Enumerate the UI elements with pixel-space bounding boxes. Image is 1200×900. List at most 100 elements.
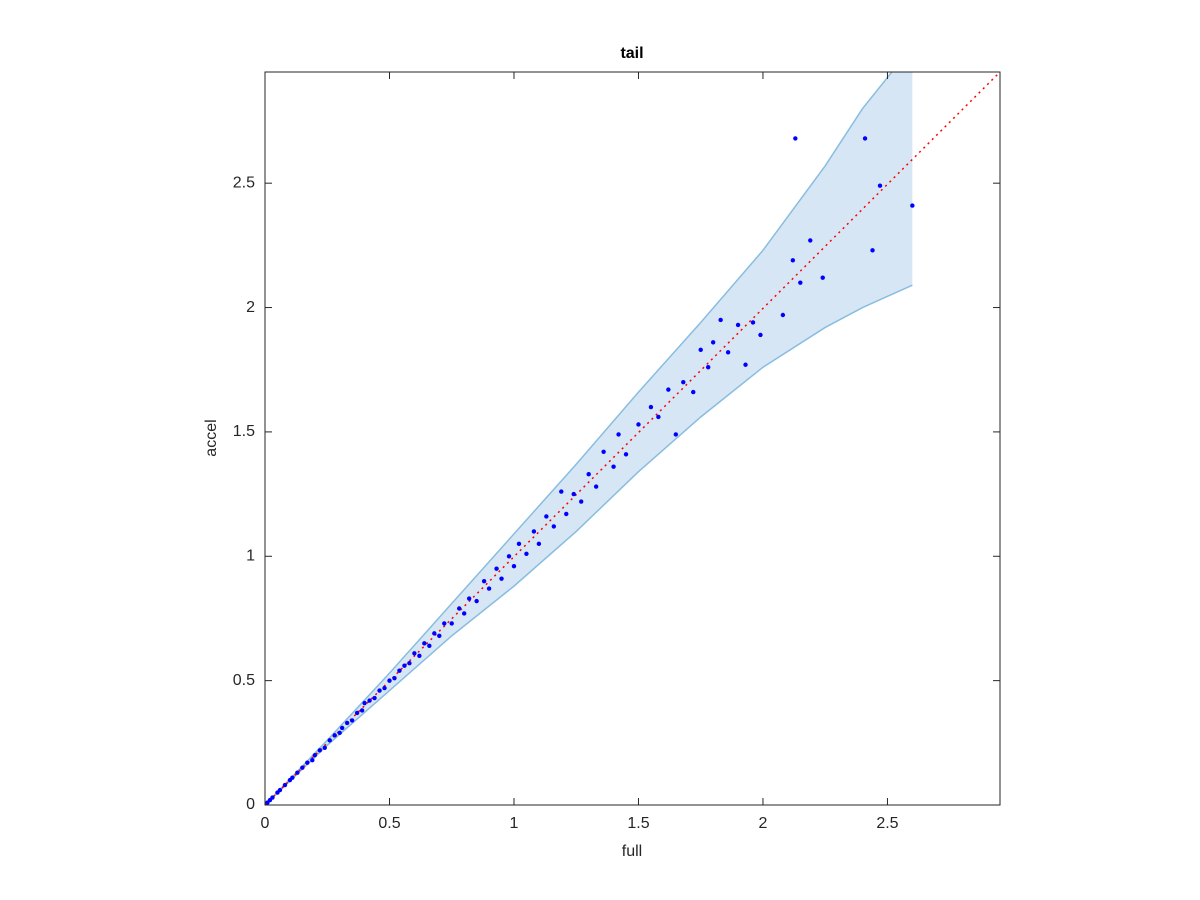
data-point xyxy=(402,663,407,668)
data-point xyxy=(820,275,825,280)
data-point xyxy=(327,738,332,743)
data-point xyxy=(681,379,686,385)
data-point xyxy=(332,733,337,738)
data-point xyxy=(524,551,529,556)
data-point xyxy=(392,675,397,681)
data-point xyxy=(648,404,654,410)
data-point xyxy=(750,320,756,325)
data-point xyxy=(344,720,350,726)
data-point xyxy=(666,387,671,392)
data-point xyxy=(616,432,621,437)
y-tick-label: 2 xyxy=(246,299,255,316)
data-point xyxy=(449,621,454,626)
data-point xyxy=(544,514,549,519)
data-point xyxy=(601,449,606,455)
data-point xyxy=(862,136,868,141)
x-tick-label: 0 xyxy=(261,815,270,832)
data-point xyxy=(571,491,576,497)
data-point xyxy=(623,452,629,457)
reference-line xyxy=(265,72,1000,805)
data-point xyxy=(305,760,310,765)
data-point xyxy=(310,758,315,763)
x-tick-label: 2 xyxy=(759,815,768,832)
data-point xyxy=(718,317,723,323)
data-point xyxy=(427,643,432,649)
data-point xyxy=(337,730,342,736)
data-point xyxy=(531,529,537,534)
data-point xyxy=(382,685,387,691)
data-point xyxy=(457,606,462,611)
data-point xyxy=(290,775,295,780)
data-point xyxy=(579,499,584,504)
data-point xyxy=(481,578,487,584)
data-point xyxy=(300,765,305,770)
x-tick-label: 2.5 xyxy=(876,815,898,832)
band-edge xyxy=(265,284,913,805)
data-point xyxy=(295,770,300,775)
confidence-band xyxy=(265,72,913,805)
data-point xyxy=(367,698,372,703)
data-point xyxy=(536,541,542,547)
y-tick-label: 0.5 xyxy=(233,672,255,689)
data-point xyxy=(636,422,641,427)
data-point xyxy=(516,541,522,547)
axes-box xyxy=(264,71,1001,806)
data-point xyxy=(698,347,703,353)
x-tick-label: 0.5 xyxy=(378,815,400,832)
plot-area xyxy=(265,72,1000,805)
data-point xyxy=(710,340,716,345)
data-point xyxy=(432,631,437,636)
data-point xyxy=(377,688,382,693)
data-point xyxy=(793,136,798,141)
y-tick-label: 0 xyxy=(246,796,255,813)
data-point xyxy=(758,332,763,338)
data-point xyxy=(499,576,504,581)
data-point xyxy=(387,678,392,683)
data-point xyxy=(442,621,447,626)
data-point xyxy=(790,258,796,263)
y-tick-label: 2.5 xyxy=(233,174,255,191)
data-point xyxy=(359,708,365,713)
x-tick-label: 1 xyxy=(510,815,519,832)
data-point xyxy=(349,718,355,723)
data-point xyxy=(322,745,327,750)
data-point xyxy=(466,596,472,601)
data-point xyxy=(397,668,402,673)
data-point xyxy=(725,350,731,355)
data-point xyxy=(282,782,288,788)
data-point xyxy=(808,238,813,243)
band-edge xyxy=(265,72,893,805)
data-point xyxy=(551,524,557,529)
data-point xyxy=(474,598,479,604)
chart-title: tail xyxy=(620,45,643,62)
data-point xyxy=(870,248,875,253)
data-point xyxy=(270,795,275,800)
data-point xyxy=(312,753,317,758)
data-point xyxy=(910,203,915,208)
data-point xyxy=(656,414,661,420)
data-point xyxy=(705,365,711,370)
y-tick-label: 1.5 xyxy=(233,423,255,440)
data-point xyxy=(437,633,442,639)
data-point xyxy=(506,554,512,559)
data-point xyxy=(511,564,517,569)
x-axis-label: full xyxy=(622,843,642,860)
data-point xyxy=(461,611,467,616)
data-point xyxy=(362,700,367,706)
data-point xyxy=(494,566,499,571)
data-point xyxy=(339,725,345,731)
data-point xyxy=(372,695,377,701)
data-point xyxy=(486,586,492,591)
data-point xyxy=(743,362,748,367)
x-tick-label: 1.5 xyxy=(627,815,649,832)
data-point xyxy=(559,489,564,494)
data-point xyxy=(673,432,679,437)
data-point xyxy=(611,464,616,469)
y-axis-label: accel xyxy=(203,419,220,456)
data-point xyxy=(354,710,360,716)
data-point xyxy=(422,641,427,646)
y-tick-label: 1 xyxy=(246,547,255,564)
data-point xyxy=(735,322,741,328)
data-point xyxy=(780,312,786,318)
